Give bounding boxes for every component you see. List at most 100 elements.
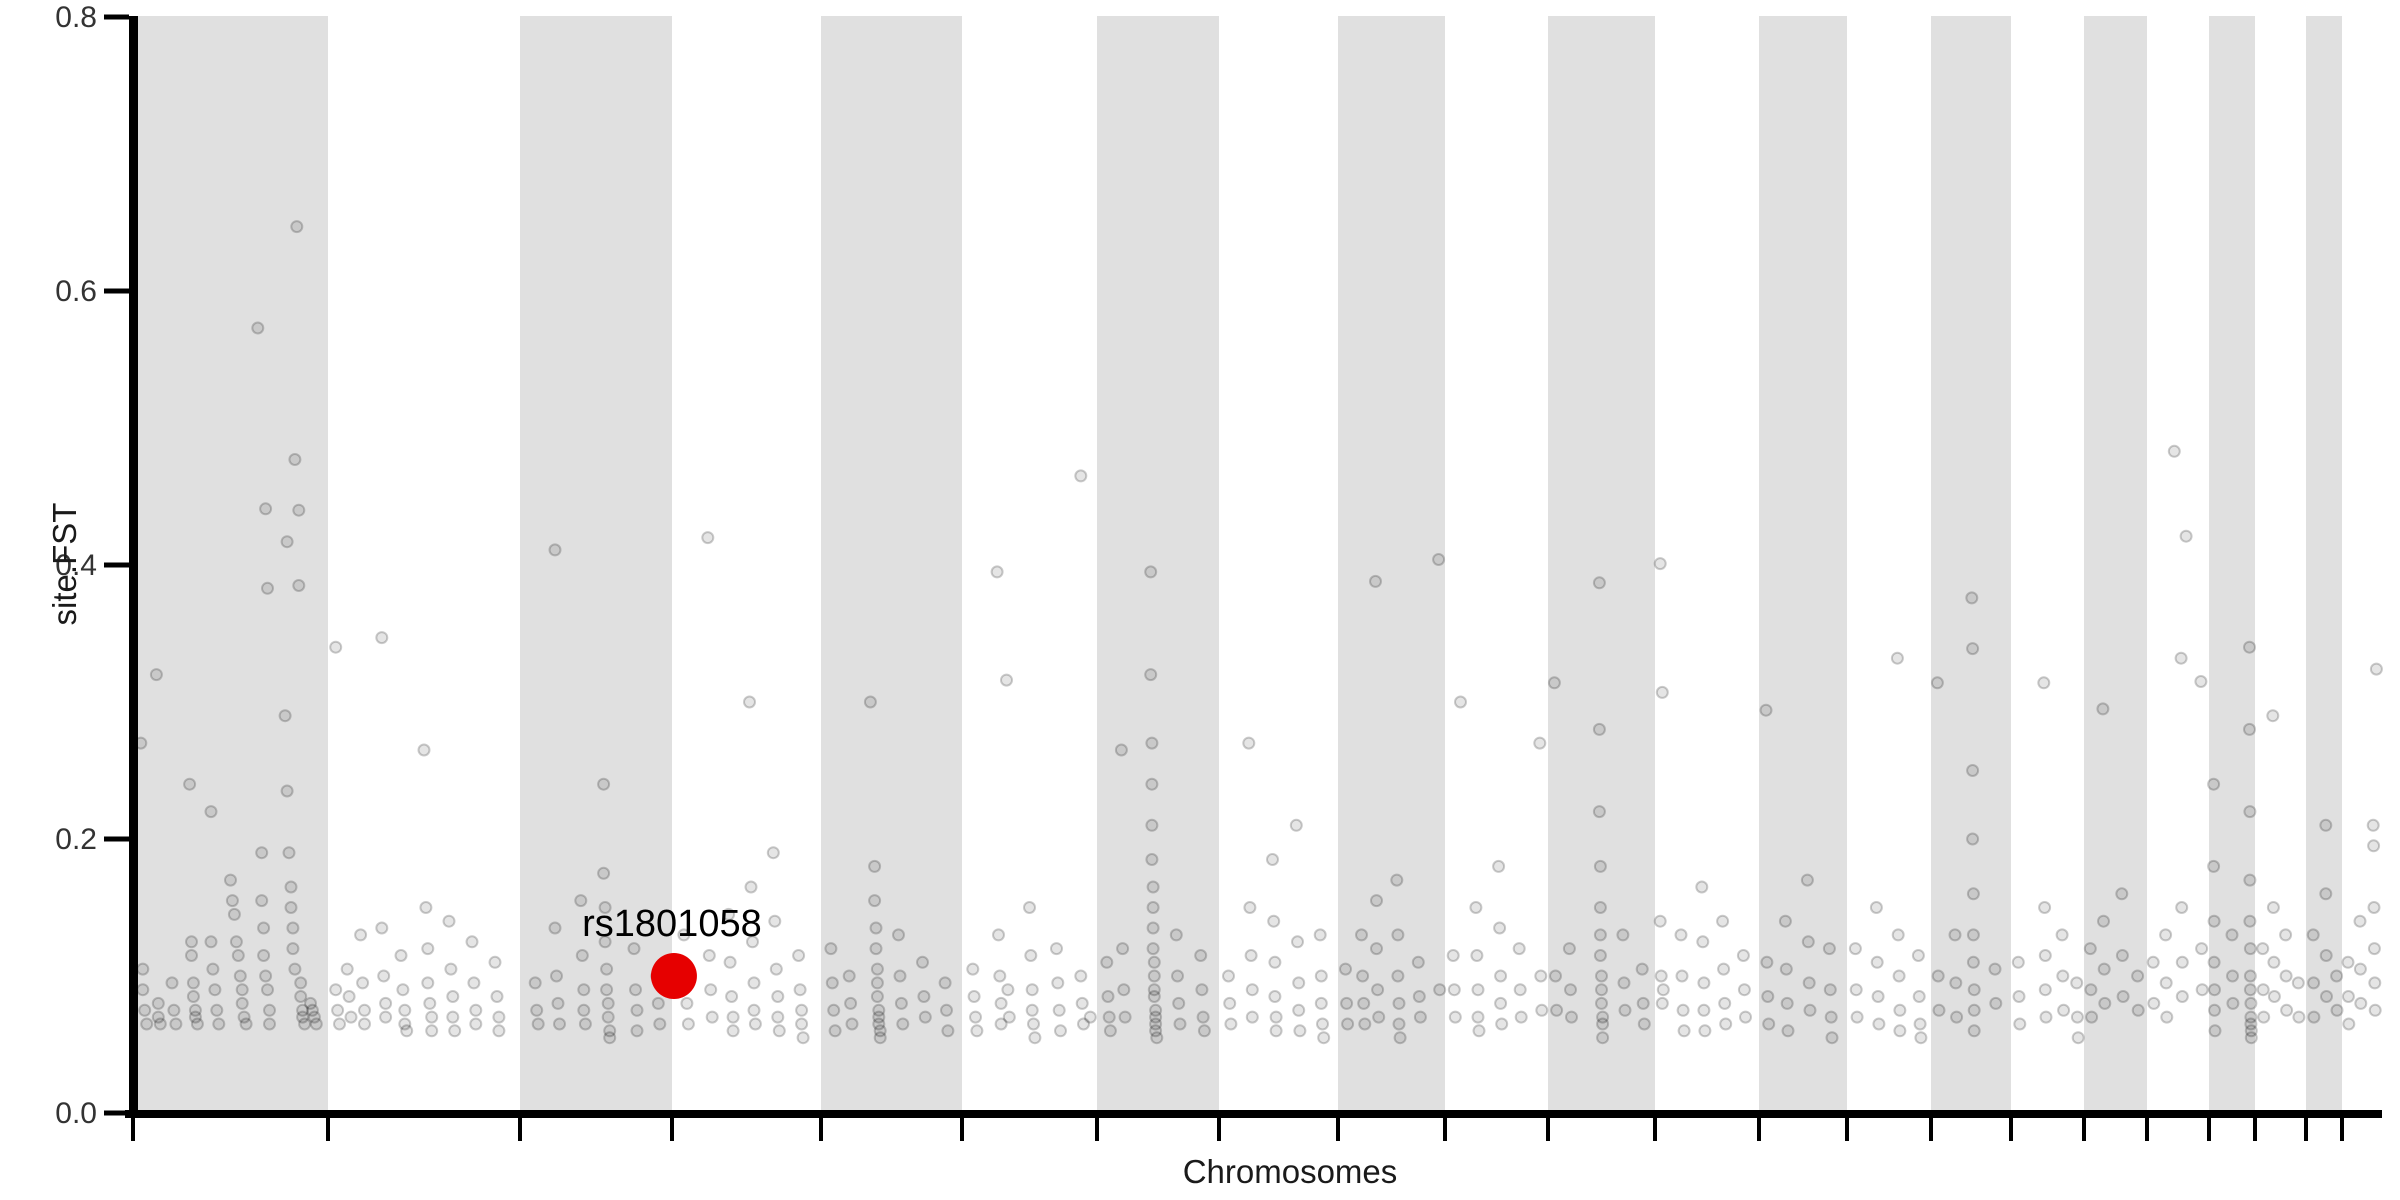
data-point (869, 921, 883, 935)
data-point (185, 949, 198, 962)
data-point (723, 955, 737, 969)
data-point (768, 914, 782, 928)
data-point (1492, 859, 1506, 873)
data-point (530, 1003, 544, 1017)
data-point (1340, 996, 1354, 1010)
x-axis-tick (131, 1118, 135, 1141)
data-point (1144, 668, 1158, 682)
data-point (1392, 1017, 1406, 1031)
data-point (1471, 1010, 1485, 1024)
data-point (873, 1024, 887, 1038)
data-point (417, 743, 431, 757)
data-point (1149, 1017, 1163, 1031)
data-point (870, 990, 884, 1003)
data-point (1493, 921, 1507, 935)
data-point (229, 935, 243, 949)
data-point (1596, 1031, 1610, 1045)
x-axis-tick (2340, 1118, 2344, 1141)
data-point (331, 1003, 345, 1017)
data-point (918, 1010, 932, 1024)
data-point (286, 921, 300, 935)
data-point (1317, 1031, 1331, 1045)
data-point (747, 1003, 761, 1017)
data-point (2207, 955, 2221, 969)
data-point (792, 949, 806, 962)
data-point (1716, 914, 1730, 928)
data-point (379, 996, 393, 1010)
data-point (1023, 901, 1036, 914)
data-point (577, 1003, 591, 1017)
data-point (1494, 969, 1508, 983)
data-point (2243, 640, 2256, 654)
data-point (344, 1010, 358, 1024)
data-point (419, 901, 433, 914)
data-point (771, 990, 785, 1003)
data-point (601, 996, 615, 1010)
data-point (329, 640, 343, 654)
data-point (1393, 1031, 1407, 1045)
data-point (872, 1017, 886, 1031)
data-point (680, 996, 694, 1010)
data-point (2279, 969, 2293, 983)
data-point (1698, 1024, 1712, 1038)
data-point (212, 1017, 226, 1031)
data-point (863, 695, 877, 709)
data-point (1535, 1003, 1549, 1017)
data-point (1967, 983, 1981, 997)
data-point (1266, 853, 1279, 866)
data-point (2160, 1010, 2174, 1024)
data-point (1780, 996, 1794, 1010)
data-point (550, 969, 563, 983)
data-point (1245, 1010, 1259, 1024)
data-point (2159, 928, 2173, 942)
data-point (1001, 983, 1015, 997)
data-point (702, 949, 716, 962)
data-point (1967, 1003, 1981, 1017)
data-point (2243, 983, 2257, 997)
data-point (1966, 887, 1980, 901)
chromosome-band (133, 16, 328, 1110)
data-point (1339, 962, 1352, 976)
data-point (1800, 873, 1814, 887)
data-point (425, 1024, 439, 1038)
data-point (531, 1017, 545, 1031)
data-point (1761, 990, 1775, 1003)
data-point (2208, 1003, 2221, 1017)
y-tick-label: 0.2 (55, 823, 97, 856)
data-point (845, 1017, 859, 1031)
data-point (186, 976, 200, 990)
data-point (1653, 557, 1667, 571)
data-point (1269, 1010, 1283, 1024)
data-point (2256, 942, 2270, 956)
data-point (2342, 1017, 2356, 1031)
data-point (2167, 444, 2181, 458)
data-point (1718, 996, 1732, 1010)
data-point (766, 846, 780, 860)
data-point (342, 990, 356, 1003)
data-point (1533, 736, 1547, 750)
data-point (294, 976, 308, 990)
data-point (333, 1017, 346, 1031)
data-point (1292, 976, 1306, 990)
data-point (1114, 743, 1128, 757)
data-point (1355, 928, 1368, 942)
data-point (872, 1010, 886, 1024)
data-point (1495, 1017, 1509, 1031)
data-point (186, 990, 200, 1003)
data-point (167, 1003, 181, 1017)
data-point (868, 894, 882, 908)
data-point (1696, 935, 1710, 949)
data-point (2175, 990, 2189, 1003)
x-axis-tick (1546, 1118, 1550, 1141)
data-point (1593, 928, 1607, 942)
data-point (492, 1010, 506, 1024)
data-point (1027, 1017, 1040, 1031)
data-point (825, 976, 839, 990)
data-point (1564, 983, 1577, 997)
data-point (726, 1010, 740, 1024)
data-point (2291, 976, 2305, 990)
data-point (358, 1017, 371, 1031)
data-point (603, 1031, 617, 1045)
data-point (597, 866, 611, 880)
data-point (842, 969, 856, 983)
